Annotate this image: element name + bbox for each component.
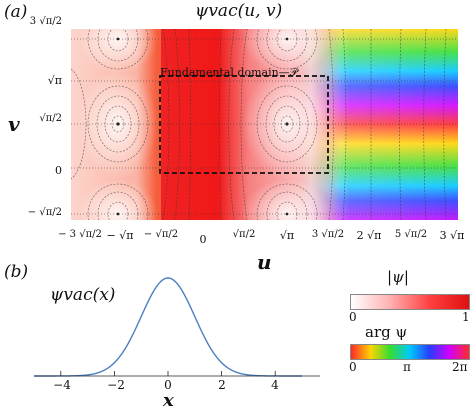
- x-tick-3sqrtpi: 3 √π: [439, 229, 465, 242]
- profile-curve: [34, 277, 302, 377]
- y-axis-label: v: [8, 112, 20, 136]
- panel-a-label: (a): [4, 2, 28, 22]
- b-x-tick-neg4: −4: [53, 378, 71, 392]
- x-tick-5sqrtpi-half: 5 √π/2: [394, 229, 428, 240]
- x-tick-sqrtpi-half: √π/2: [232, 229, 256, 240]
- low-magnitude-blob: [242, 29, 332, 74]
- phase-tick-pi: π: [403, 360, 411, 374]
- b-x-tick-4: 4: [271, 378, 279, 392]
- x-tick-zero: 0: [199, 233, 207, 246]
- y-tick-3sqrtpi-half: 3 √π/2: [29, 16, 62, 27]
- x-axis-label: u: [257, 250, 272, 274]
- phase-tick-2pi: 2π: [452, 360, 468, 374]
- y-tick-zero: 0: [55, 164, 62, 177]
- fundamental-domain-label: Fundamental domain—𝒫: [160, 66, 298, 79]
- phase-colorbar-label: arg ψ: [365, 323, 408, 341]
- magnitude-tick-0: 0: [349, 310, 357, 324]
- b-x-axis-label: x: [163, 390, 174, 411]
- x-tick-2sqrtpi: 2 √π: [356, 229, 382, 242]
- vacuum-profile-plot: [34, 277, 320, 377]
- fundamental-domain-box: [159, 75, 329, 174]
- x-tick-neg-sqrtpi: − √π: [106, 229, 134, 242]
- phase-colorbar: [350, 344, 470, 360]
- magnitude-colorbar-label: |ψ|: [387, 268, 409, 286]
- y-tick-sqrtpi-half: √π/2: [39, 113, 62, 124]
- b-x-tick-0: 0: [164, 378, 172, 392]
- low-magnitude-blob: [78, 179, 158, 220]
- panel-b-title: ψvac(x): [50, 285, 116, 305]
- y-tick-neg-sqrtpi-half: − √π/2: [27, 207, 62, 218]
- b-x-tick-2: 2: [218, 378, 226, 392]
- x-tick-neg-3sqrtpi-half: − 3 √π/2: [58, 229, 102, 240]
- magnitude-tick-1: 1: [462, 310, 470, 324]
- phase-tick-0: 0: [349, 360, 357, 374]
- x-tick-neg-sqrtpi-half: − √π/2: [143, 229, 179, 240]
- phase-heatmap: [71, 29, 458, 220]
- y-tick-sqrtpi: √π: [47, 74, 62, 87]
- x-tick-sqrtpi: √π: [279, 229, 295, 242]
- low-magnitude-blob: [242, 179, 332, 220]
- zero-markers: [116, 37, 289, 216]
- x-tick-3sqrtpi-half: 3 √π/2: [311, 229, 345, 240]
- panel-b-label: (b): [4, 262, 29, 282]
- panel-a-title: ψvac(u, v): [195, 1, 283, 21]
- b-x-tick-neg2: −2: [107, 378, 125, 392]
- magnitude-colorbar: [350, 294, 470, 310]
